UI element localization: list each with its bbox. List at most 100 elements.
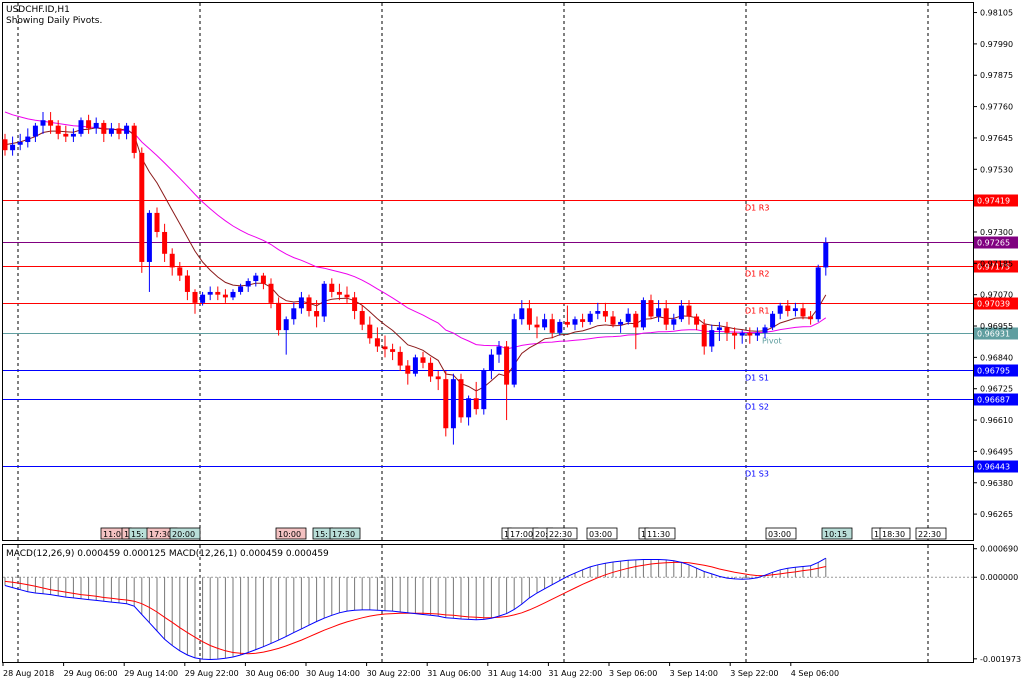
candle-49[interactable] bbox=[374, 327, 380, 352]
candle-8[interactable] bbox=[63, 125, 69, 143]
candle-15[interactable] bbox=[116, 122, 122, 140]
candle-106[interactable] bbox=[808, 311, 814, 325]
candle-3[interactable] bbox=[25, 128, 31, 148]
candle-60[interactable] bbox=[458, 373, 464, 423]
candle-89[interactable] bbox=[678, 300, 684, 322]
candle-21[interactable] bbox=[162, 223, 168, 262]
candle-6[interactable] bbox=[48, 112, 54, 134]
candle-88[interactable] bbox=[671, 313, 677, 331]
candle-28[interactable] bbox=[215, 286, 221, 301]
candle-19[interactable] bbox=[146, 210, 152, 292]
candle-54[interactable] bbox=[412, 354, 418, 377]
candle-62[interactable] bbox=[473, 381, 479, 415]
candle-24[interactable] bbox=[184, 270, 190, 301]
candle-69[interactable] bbox=[526, 300, 532, 331]
candle-98[interactable] bbox=[747, 327, 753, 344]
candle-5[interactable] bbox=[40, 112, 46, 134]
candle-26[interactable] bbox=[200, 291, 206, 306]
candle-102[interactable] bbox=[777, 302, 783, 320]
candle-77[interactable] bbox=[587, 311, 593, 325]
candle-90[interactable] bbox=[686, 300, 692, 325]
candle-84[interactable] bbox=[640, 297, 646, 331]
candle-76[interactable] bbox=[580, 313, 586, 328]
candle-40[interactable] bbox=[306, 294, 312, 317]
candle-79[interactable] bbox=[602, 302, 608, 322]
candle-45[interactable] bbox=[344, 286, 350, 303]
candle-20[interactable] bbox=[154, 207, 160, 238]
candle-64[interactable] bbox=[488, 349, 494, 380]
candle-41[interactable] bbox=[314, 300, 320, 328]
candle-10[interactable] bbox=[78, 117, 84, 137]
candle-92[interactable] bbox=[701, 319, 707, 355]
candle-96[interactable] bbox=[732, 327, 738, 350]
candle-34[interactable] bbox=[260, 272, 266, 290]
candle-86[interactable] bbox=[656, 300, 662, 322]
candle-11[interactable] bbox=[86, 114, 92, 134]
candle-87[interactable] bbox=[663, 300, 669, 331]
candle-25[interactable] bbox=[192, 289, 198, 314]
candle-93[interactable] bbox=[709, 324, 715, 352]
candle-13[interactable] bbox=[101, 120, 107, 143]
candle-63[interactable] bbox=[481, 368, 487, 415]
candle-72[interactable] bbox=[549, 313, 555, 339]
candle-38[interactable] bbox=[291, 302, 297, 325]
candle-82[interactable] bbox=[625, 308, 631, 325]
candle-47[interactable] bbox=[359, 305, 365, 331]
candle-23[interactable] bbox=[177, 261, 183, 282]
candle-27[interactable] bbox=[207, 286, 213, 301]
candle-16[interactable] bbox=[124, 122, 130, 140]
candle-44[interactable] bbox=[336, 283, 342, 301]
candle-17[interactable] bbox=[131, 122, 137, 159]
candle-56[interactable] bbox=[428, 357, 434, 382]
candle-65[interactable] bbox=[496, 341, 502, 363]
candle-61[interactable] bbox=[466, 395, 472, 426]
candle-22[interactable] bbox=[169, 248, 175, 276]
candle-73[interactable] bbox=[557, 319, 563, 336]
candle-46[interactable] bbox=[352, 291, 358, 320]
candle-7[interactable] bbox=[55, 120, 61, 140]
candle-32[interactable] bbox=[245, 278, 251, 292]
candle-107[interactable] bbox=[815, 264, 821, 322]
candle-53[interactable] bbox=[405, 360, 411, 385]
candle-31[interactable] bbox=[238, 283, 244, 295]
candle-108[interactable] bbox=[823, 237, 829, 276]
candle-58[interactable] bbox=[443, 370, 449, 437]
candle-35[interactable] bbox=[268, 278, 274, 309]
candle-70[interactable] bbox=[534, 316, 540, 339]
candle-66[interactable] bbox=[504, 341, 510, 421]
candle-43[interactable] bbox=[329, 278, 335, 298]
candle-18[interactable] bbox=[139, 147, 145, 273]
candle-57[interactable] bbox=[435, 370, 441, 391]
candles[interactable] bbox=[2, 112, 829, 445]
candle-48[interactable] bbox=[367, 316, 373, 344]
candle-12[interactable] bbox=[93, 117, 99, 134]
candle-36[interactable] bbox=[276, 297, 282, 336]
candle-14[interactable] bbox=[108, 122, 114, 137]
candle-42[interactable] bbox=[321, 281, 327, 322]
candle-81[interactable] bbox=[618, 319, 624, 333]
candle-29[interactable] bbox=[222, 289, 228, 303]
candle-71[interactable] bbox=[542, 313, 548, 331]
candle-50[interactable] bbox=[382, 335, 388, 358]
candle-75[interactable] bbox=[572, 316, 578, 331]
candle-97[interactable] bbox=[739, 330, 745, 344]
candle-52[interactable] bbox=[397, 346, 403, 371]
candle-103[interactable] bbox=[785, 300, 791, 317]
candle-30[interactable] bbox=[230, 289, 236, 301]
candle-101[interactable] bbox=[770, 311, 776, 331]
candle-95[interactable] bbox=[724, 321, 730, 342]
candle-39[interactable] bbox=[298, 291, 304, 314]
candle-0[interactable] bbox=[2, 133, 8, 156]
candle-9[interactable] bbox=[70, 128, 76, 143]
candle-78[interactable] bbox=[595, 302, 601, 320]
candle-51[interactable] bbox=[390, 343, 396, 361]
candle-91[interactable] bbox=[694, 313, 700, 331]
candle-105[interactable] bbox=[800, 302, 806, 320]
candle-85[interactable] bbox=[648, 294, 654, 320]
candle-2[interactable] bbox=[17, 133, 23, 151]
candle-104[interactable] bbox=[792, 302, 798, 317]
candle-68[interactable] bbox=[519, 300, 525, 325]
candle-99[interactable] bbox=[754, 327, 760, 342]
candle-59[interactable] bbox=[450, 373, 456, 445]
